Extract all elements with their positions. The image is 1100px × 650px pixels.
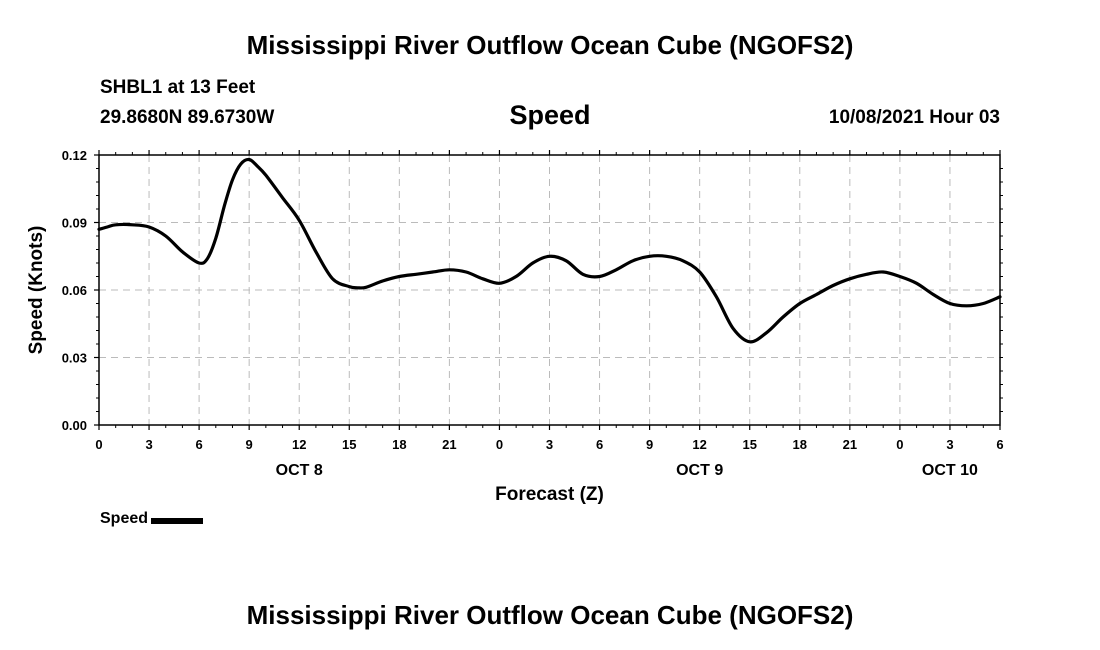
plot-frame xyxy=(98,154,1001,426)
x-tick-label: 21 xyxy=(843,437,857,452)
chart-title: Mississippi River Outflow Ocean Cube (NG… xyxy=(246,30,854,60)
y-tick-labels: 0.00 0.03 0.06 0.09 0.12 xyxy=(62,148,87,433)
x-tick-label: 0 xyxy=(95,437,102,452)
y-tick-label: 0.12 xyxy=(62,148,87,163)
y-tick-label: 0.09 xyxy=(62,216,87,231)
date-label: OCT 10 xyxy=(922,462,978,479)
y-tick-label: 0.03 xyxy=(62,351,87,366)
station-coordinates: 29.8680N 89.6730W xyxy=(100,107,275,128)
x-tick-label: 15 xyxy=(742,437,756,452)
x-tick-label: 0 xyxy=(496,437,503,452)
y-tick-label: 0.06 xyxy=(62,283,87,298)
variable-heading: Speed xyxy=(509,100,591,130)
x-tick-label: 6 xyxy=(596,437,603,452)
x-tick-label: 12 xyxy=(292,437,306,452)
x-tick-label: 12 xyxy=(692,437,706,452)
legend-label: Speed xyxy=(100,510,149,527)
date-labels: OCT 8 OCT 9 OCT 10 xyxy=(276,462,978,479)
x-tick-label: 3 xyxy=(546,437,553,452)
date-label: OCT 9 xyxy=(676,462,723,479)
x-tick-label: 0 xyxy=(896,437,903,452)
station-label: SHBL1 at 13 Feet xyxy=(100,77,256,98)
y-tick-label: 0.00 xyxy=(62,418,87,433)
x-axis-title: Forecast (Z) xyxy=(495,484,604,505)
speed-series-line xyxy=(97,157,1002,344)
x-tick-label: 15 xyxy=(342,437,356,452)
grid-lines xyxy=(99,155,1000,425)
x-tick-label: 3 xyxy=(946,437,953,452)
x-tick-labels: 0 3 6 9 12 15 18 21 0 3 6 9 12 15 18 21 0 3 6 xyxy=(95,437,1003,452)
x-tick-label: 6 xyxy=(996,437,1003,452)
x-tick-label: 3 xyxy=(145,437,152,452)
x-tick-label: 9 xyxy=(646,437,653,452)
x-tick-label: 18 xyxy=(793,437,807,452)
y-axis-title: Speed (Knots) xyxy=(26,226,47,355)
x-tick-label: 9 xyxy=(246,437,253,452)
x-tick-label: 21 xyxy=(442,437,456,452)
x-tick-label: 6 xyxy=(195,437,202,452)
legend-swatch xyxy=(151,517,204,524)
date-label: OCT 8 xyxy=(276,462,323,479)
x-tick-label: 18 xyxy=(392,437,406,452)
forecast-datetime: 10/08/2021 Hour 03 xyxy=(828,107,1000,128)
footer-title: Mississippi River Outflow Ocean Cube (NG… xyxy=(246,600,854,630)
legend: Speed xyxy=(100,510,204,528)
